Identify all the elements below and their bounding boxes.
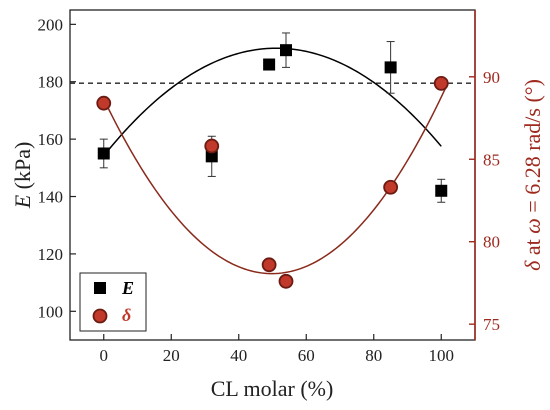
data-point-E	[263, 58, 276, 71]
data-point-delta	[96, 95, 112, 111]
x-tick-label: 60	[298, 346, 315, 365]
left-y-tick-label: 180	[38, 73, 64, 92]
data-point-E	[97, 147, 110, 160]
x-tick-label: 40	[230, 346, 247, 365]
legend-label-E: E	[121, 278, 134, 298]
error-bars	[99, 32, 446, 203]
data-point-E	[435, 184, 448, 197]
fit-curves	[103, 47, 449, 275]
left-y-axis-title-symbol: E	[10, 194, 35, 209]
fit-curve-delta	[103, 82, 449, 275]
right-y-axis-title-omega: ω	[520, 218, 545, 234]
left-y-tick-label: 100	[38, 302, 64, 321]
fit-curve-E	[103, 47, 442, 157]
left-y-tick-label: 200	[38, 15, 64, 34]
data-point-delta	[433, 75, 449, 91]
x-tick-label: 100	[429, 346, 455, 365]
data-point-delta	[278, 273, 294, 289]
left-y-axis-title: E (kPa)	[10, 142, 35, 210]
data-point-delta	[261, 257, 277, 273]
right-y-tick-label: 80	[483, 233, 500, 252]
x-tick-label: 20	[163, 346, 180, 365]
data-point-E	[384, 61, 397, 74]
right-y-axis-title: δ at ω = 6.28 rad/s (°)	[520, 79, 545, 271]
right-y-axis-title-at: at	[520, 234, 545, 261]
left-y-tick-label: 160	[38, 130, 64, 149]
right-y-tick-label: 85	[483, 150, 500, 169]
data-point-E	[205, 150, 218, 163]
legend-label-delta: δ	[122, 305, 131, 325]
x-axis: 0 20 40 60 80 100	[100, 334, 455, 365]
right-y-tick-label: 75	[483, 315, 500, 334]
left-y-axis: 100 120 140 160 180 200	[38, 15, 76, 321]
data-markers	[96, 44, 449, 289]
x-tick-label: 0	[100, 346, 109, 365]
right-y-axis-title-delta: δ	[520, 260, 545, 271]
left-y-tick-label: 120	[38, 245, 64, 264]
data-point-delta	[383, 179, 399, 195]
legend-marker-delta	[92, 308, 108, 324]
right-y-axis-title-rest: = 6.28 rad/s (°)	[520, 79, 545, 218]
data-point-E	[280, 44, 292, 57]
plot-area	[69, 9, 476, 341]
right-y-tick-label: 90	[483, 68, 500, 87]
left-y-tick-label: 140	[38, 188, 64, 207]
right-y-axis: 75 80 85 90	[469, 68, 500, 334]
legend: E δ	[79, 272, 147, 332]
x-tick-label: 80	[365, 346, 382, 365]
legend-marker-E	[94, 282, 106, 294]
left-y-axis-title-unit: (kPa)	[10, 142, 35, 195]
legend-box	[79, 272, 147, 332]
data-point-delta	[204, 138, 220, 154]
x-axis-title: CL molar (%)	[211, 376, 334, 401]
